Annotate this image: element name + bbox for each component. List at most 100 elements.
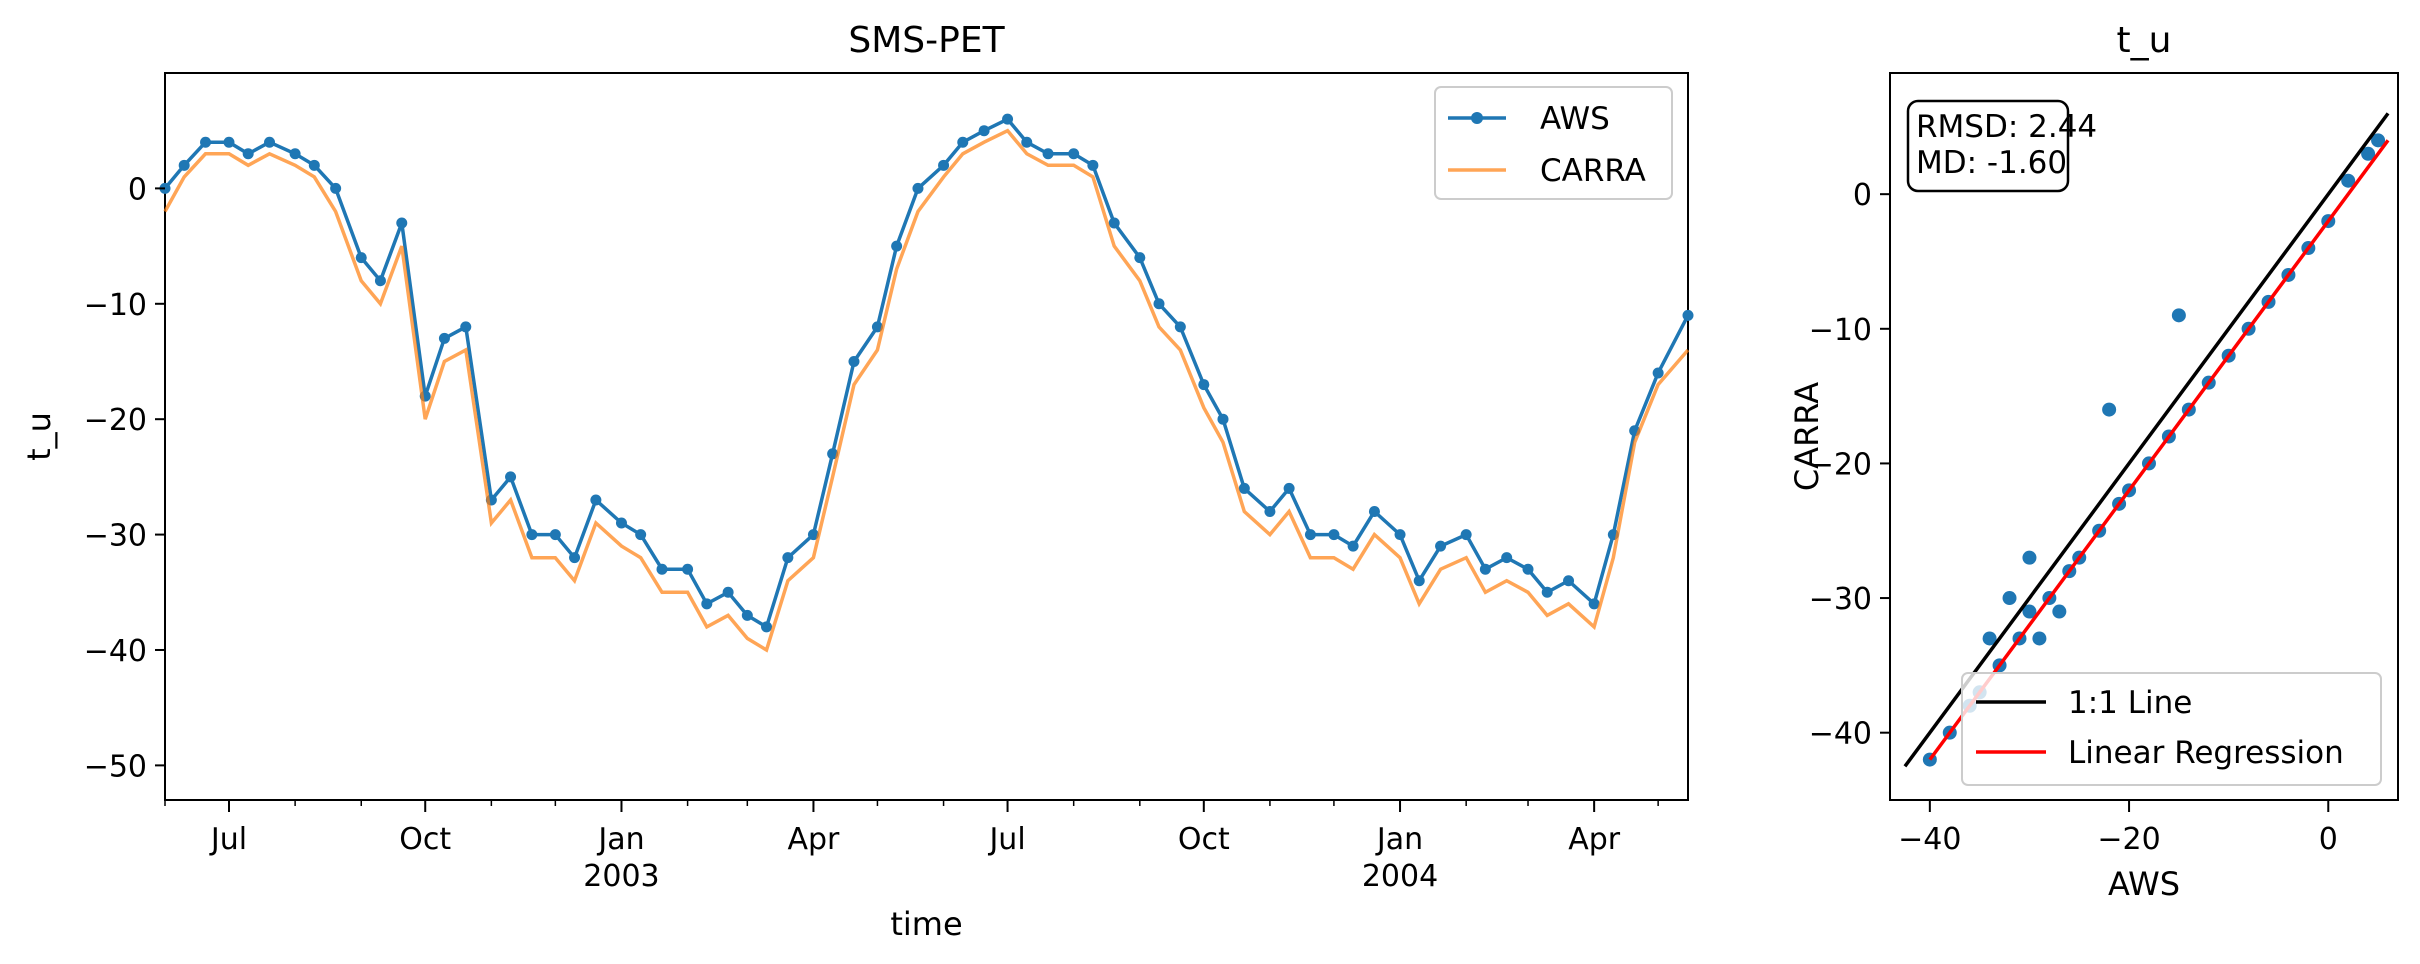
stats-box-frame (1906, 99, 2070, 193)
x-tick-label: Oct (399, 822, 451, 857)
scatter-point (2361, 146, 2376, 161)
x-tick-label: Jul (209, 822, 247, 857)
y-tick-label: −10 (1809, 313, 1872, 348)
data-point-aws (1563, 575, 1575, 587)
y-tick-label: −30 (84, 519, 147, 554)
data-point-aws (264, 136, 276, 148)
data-point-aws (1134, 252, 1146, 264)
x-tick-year-label: 2003 (583, 859, 659, 894)
data-point-aws (289, 148, 301, 160)
data-point-aws (1347, 540, 1359, 552)
data-point-aws (1021, 136, 1033, 148)
data-point-aws (938, 159, 950, 171)
data-point-aws (912, 182, 924, 194)
scatter-point (1982, 631, 1997, 646)
data-point-aws (978, 125, 990, 137)
data-point-aws (549, 529, 561, 541)
data-point-aws (1198, 379, 1210, 391)
data-point-aws (1042, 148, 1054, 160)
data-point-aws (526, 529, 538, 541)
scatter-chart: 0 −10 −20 −30 −40 −40 −20 0 t_u AWS CARRA RMSD: 2.4… (1788, 20, 2399, 903)
x-tick-label: Jan (1375, 822, 1423, 857)
data-point-aws (590, 494, 602, 506)
chart-title: t_u (2117, 20, 2172, 61)
data-point-aws (1264, 506, 1276, 518)
data-point-aws (848, 355, 860, 367)
data-point-aws (1368, 506, 1380, 518)
data-point-aws (569, 552, 581, 564)
data-point-aws (1108, 217, 1120, 229)
data-point-aws (1174, 321, 1186, 333)
x-axis-label: AWS (2108, 865, 2180, 903)
scatter-point (2341, 173, 2356, 188)
rmsd-label: RMSD: 2.44 (1916, 109, 2097, 145)
y-tick-label: −40 (1809, 717, 1872, 752)
data-point-aws (1153, 298, 1165, 310)
data-point-aws (957, 136, 969, 148)
scatter-point (2102, 402, 2117, 417)
y-tick-label: −20 (1809, 447, 1872, 482)
data-point-aws (722, 586, 734, 598)
x-tick-label: 0 (2319, 822, 2338, 857)
data-point-aws (701, 598, 713, 610)
data-point-aws (223, 136, 235, 148)
x-axis-label: time (890, 905, 962, 943)
data-point-aws (891, 240, 903, 252)
one-to-one-line (1903, 112, 2390, 768)
legend: 1:1 Line Linear Regression (1961, 672, 2382, 786)
scatter-point (2171, 308, 2186, 323)
data-point-aws (1522, 563, 1534, 575)
data-point-aws (1479, 563, 1491, 575)
data-point-aws (308, 159, 320, 171)
data-point-aws (1394, 529, 1406, 541)
data-point-aws (615, 517, 627, 529)
y-axis-label: t_u (20, 412, 58, 461)
scatter-point (2022, 550, 2037, 565)
data-point-aws (505, 471, 517, 483)
y-tick-label: −30 (1809, 582, 1872, 617)
series-line-carra (163, 128, 1690, 653)
data-point-aws (1328, 529, 1340, 541)
data-point-aws (1588, 598, 1600, 610)
legend-label-carra: CARRA (1540, 153, 1646, 189)
data-point-aws (827, 448, 839, 460)
data-point-aws (635, 529, 647, 541)
legend: AWS CARRA (1434, 86, 1673, 200)
legend-marker-aws (1471, 112, 1483, 124)
data-point-aws (1435, 540, 1447, 552)
data-point-aws (178, 159, 190, 171)
data-point-aws (1068, 148, 1080, 160)
data-point-aws (871, 321, 883, 333)
data-point-aws (1682, 309, 1694, 321)
data-point-aws (355, 252, 367, 264)
x-tick-label: Apr (787, 822, 840, 857)
data-point-aws (438, 332, 450, 344)
data-point-aws (242, 148, 254, 160)
y-tick-label: −40 (84, 634, 147, 669)
y-tick-label: −50 (84, 749, 147, 784)
y-tick-label: −10 (84, 288, 147, 323)
data-point-aws (741, 609, 753, 621)
data-point-aws (330, 182, 342, 194)
data-point-aws (1283, 482, 1295, 494)
y-tick-label: 0 (1853, 178, 1872, 213)
data-point-aws (682, 563, 694, 575)
y-tick-label: 0 (128, 172, 147, 207)
data-point-aws (1460, 529, 1472, 541)
data-point-aws (1501, 552, 1513, 564)
x-tick-label: Jul (987, 822, 1025, 857)
y-tick-label: −20 (84, 403, 147, 438)
scatter-point (2052, 604, 2067, 619)
regression-line (1928, 139, 2390, 761)
x-tick-label: Jan (596, 822, 644, 857)
data-point-aws (200, 136, 212, 148)
scatter-point (2002, 591, 2017, 606)
scatter-point (2032, 631, 2047, 646)
x-tick-label: Oct (1178, 822, 1230, 857)
x-tick-label: −40 (1898, 822, 1961, 857)
data-point-aws (1652, 367, 1664, 379)
data-point-aws (1413, 575, 1425, 587)
data-point-aws (1087, 159, 1099, 171)
